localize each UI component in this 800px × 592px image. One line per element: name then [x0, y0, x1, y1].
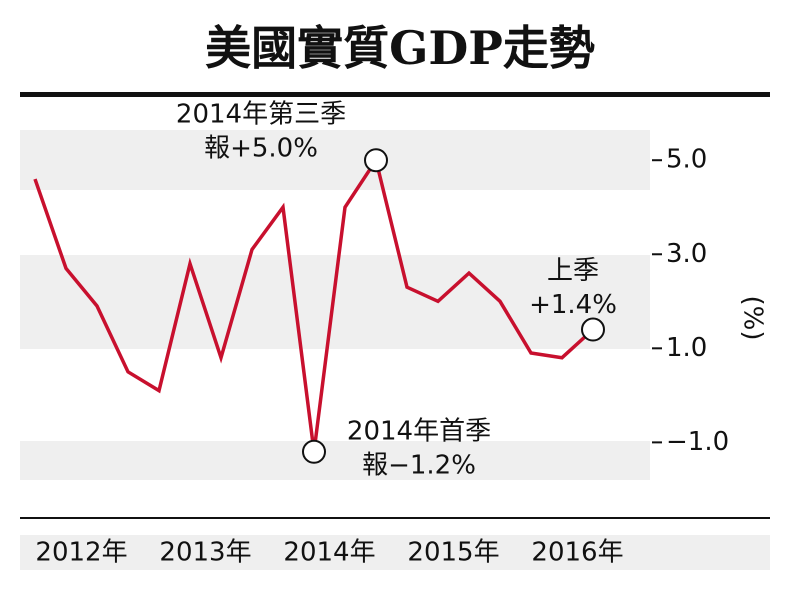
annotation: +1.4%: [529, 290, 617, 320]
y-tick-label: 5.0: [666, 145, 707, 175]
x-tick-label: 2013年: [159, 538, 251, 568]
band: [20, 255, 650, 349]
x-tick-label: 2016年: [531, 538, 623, 568]
y-tick-label: 1.0: [666, 333, 707, 363]
chart-title: 美國實質GDP走勢: [205, 21, 595, 75]
x-tick-label: 2015年: [407, 538, 499, 568]
marker: [364, 148, 388, 173]
title-rule: [20, 92, 770, 97]
marker: [302, 439, 326, 464]
annotation: 上季: [547, 256, 599, 286]
annotation: 2014年第三季: [176, 100, 346, 130]
band: [20, 441, 650, 480]
y-axis-label: (%): [738, 296, 768, 341]
y-tick-label: −1.0: [666, 427, 729, 457]
band: [20, 130, 650, 190]
marker: [581, 317, 605, 342]
year-band: [20, 535, 770, 570]
axis-rule: [20, 517, 770, 519]
x-tick-label: 2012年: [35, 538, 127, 568]
annotation: 報−1.2%: [362, 450, 476, 480]
annotation: 2014年首季: [347, 416, 491, 446]
x-tick-label: 2014年: [283, 538, 375, 568]
annotation: 報+5.0%: [204, 134, 318, 164]
y-tick-label: 3.0: [666, 239, 707, 269]
